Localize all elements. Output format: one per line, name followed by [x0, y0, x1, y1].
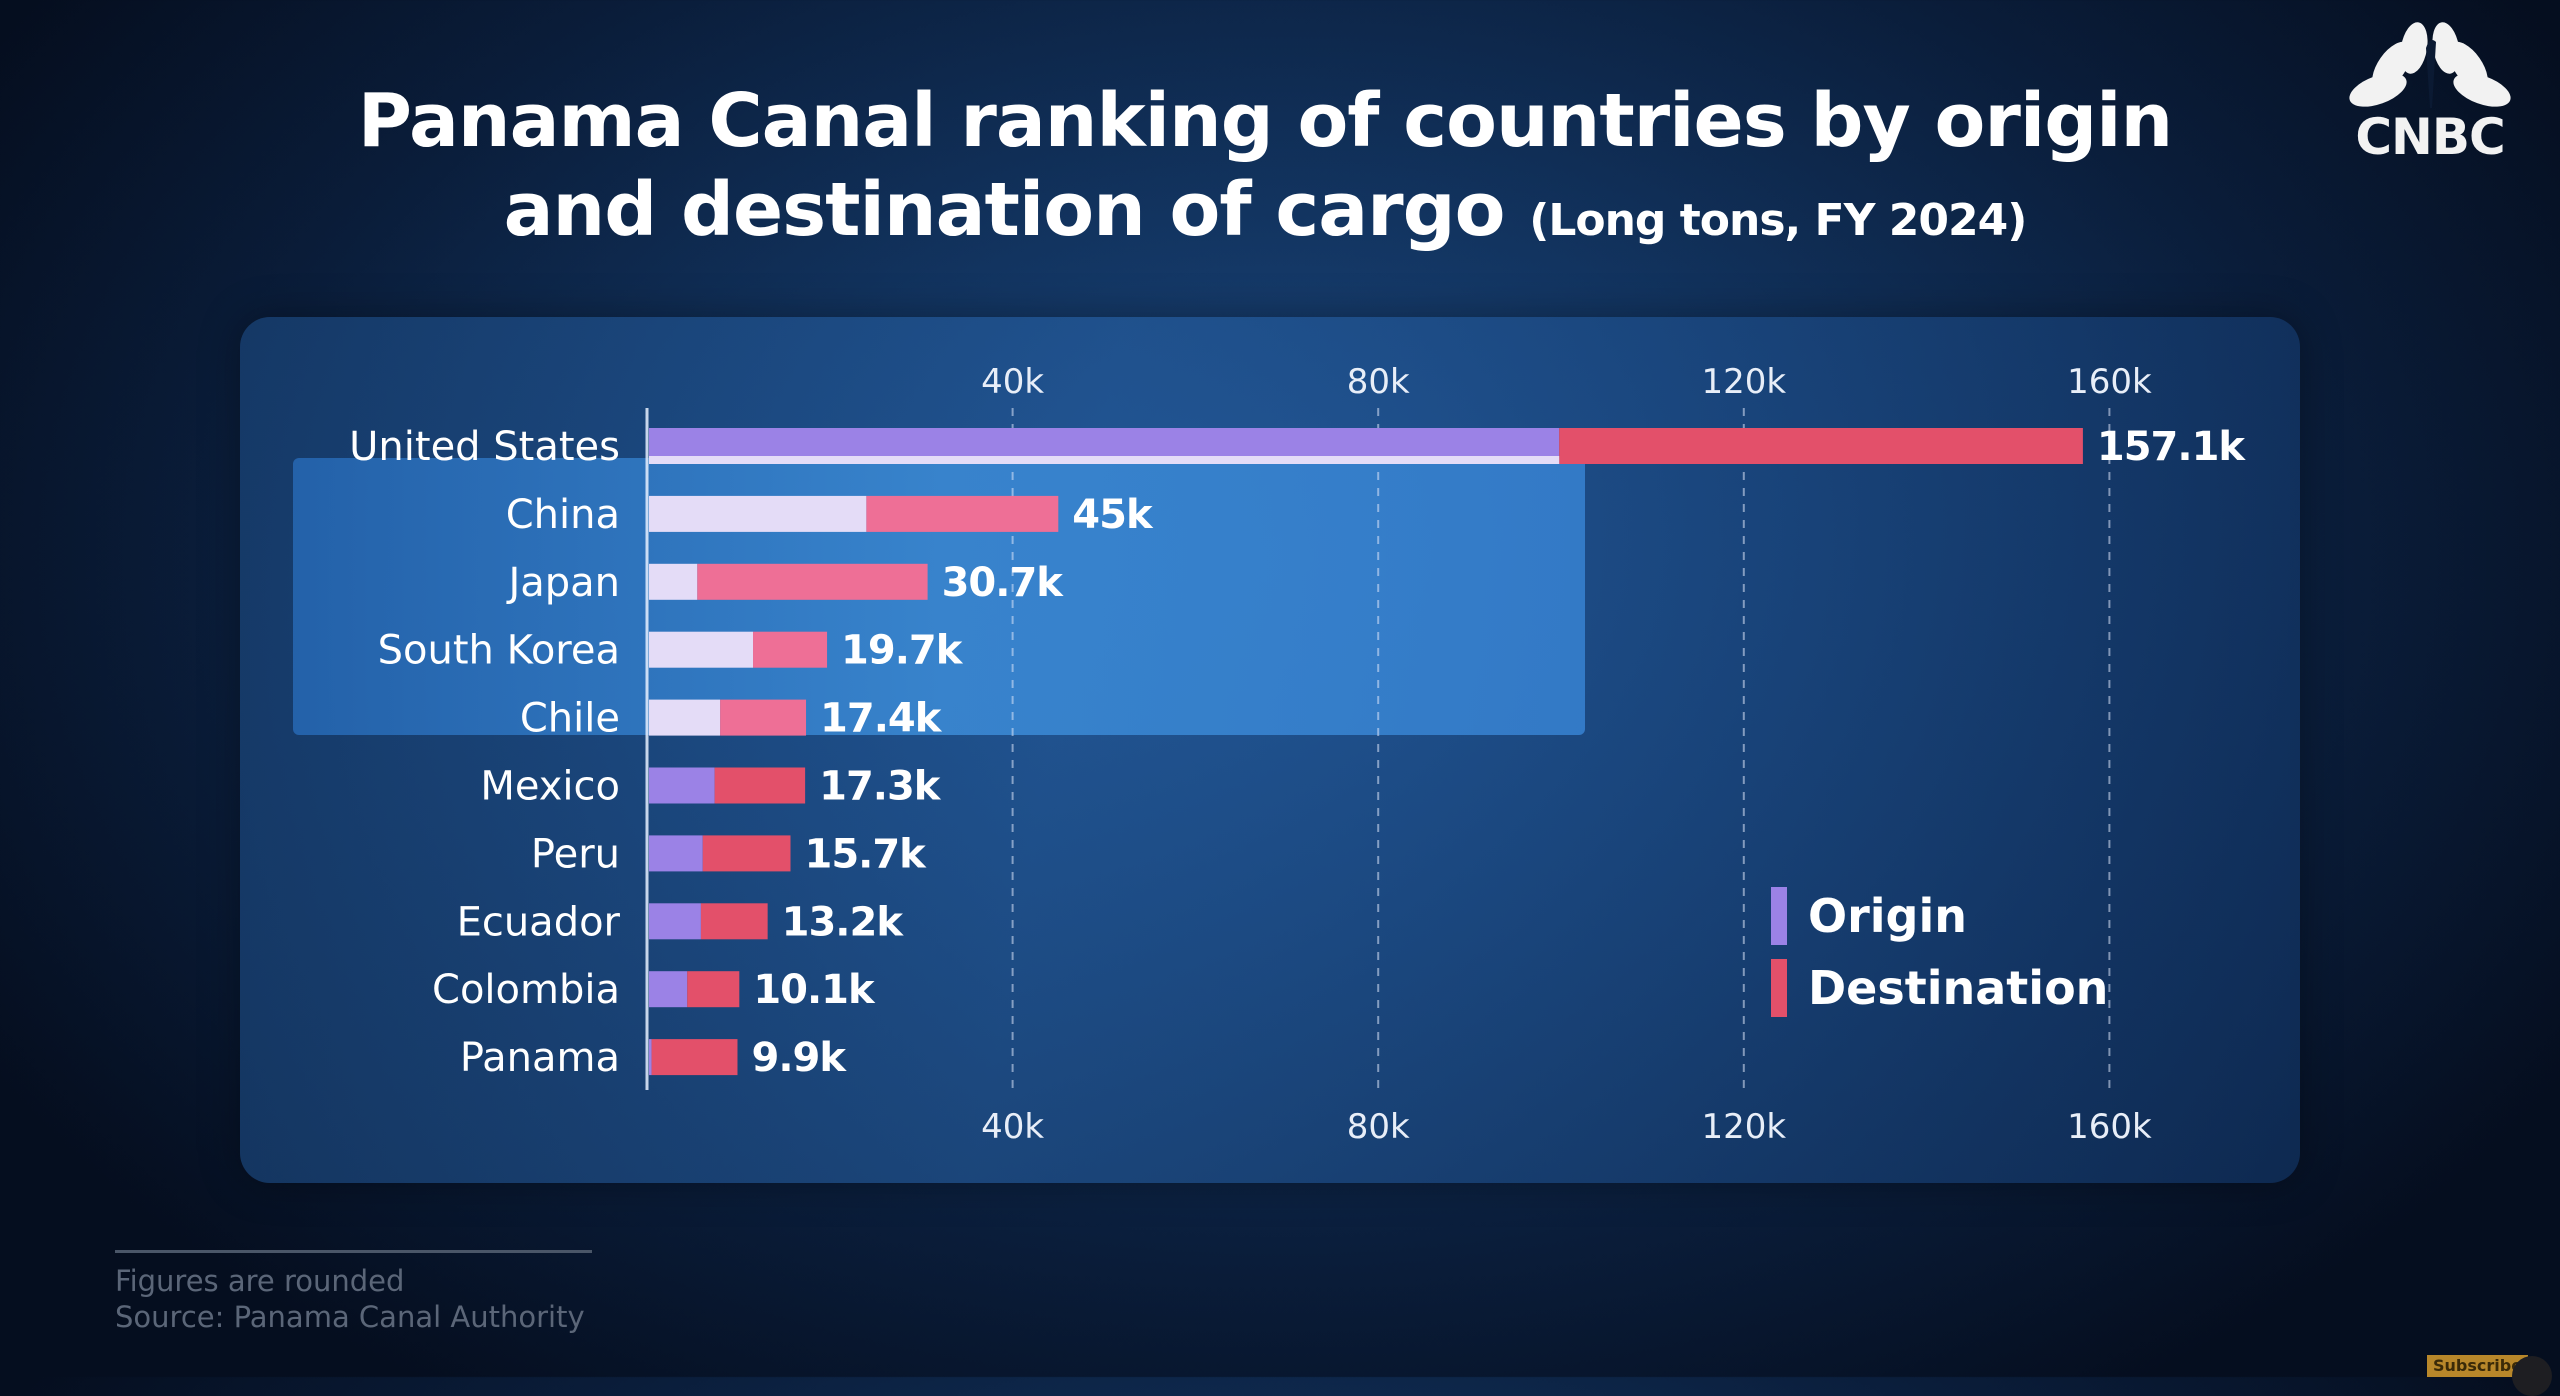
bar-destination-china	[866, 495, 1059, 532]
cnbc-wordmark: CNBC	[2355, 108, 2505, 166]
x-tick-label-bottom: 40k	[981, 1107, 1044, 1147]
x-tick-label-top: 160k	[2067, 362, 2152, 402]
chart-title-line-2: and destination of cargo (Long tons, FY …	[0, 167, 2530, 253]
value-label: 30.7k	[942, 560, 1065, 606]
category-label: China	[506, 492, 620, 538]
bar-destination-chile	[720, 699, 807, 736]
bar-destination-mexico	[714, 767, 806, 804]
value-label: 9.9k	[751, 1035, 847, 1081]
bar-destination-peru	[702, 835, 791, 872]
value-label: 19.7k	[841, 628, 964, 674]
category-label: Mexico	[480, 764, 620, 810]
bar-origin-chile	[649, 699, 721, 736]
subscribe-button[interactable]: Subscribe	[2427, 1355, 2528, 1377]
legend-swatch-origin	[1771, 887, 1787, 945]
category-label: Peru	[531, 831, 620, 877]
legend-label-origin: Origin	[1808, 889, 1967, 943]
value-label: 15.7k	[804, 831, 927, 877]
value-label: 17.3k	[819, 764, 942, 810]
channel-avatar[interactable]	[2512, 1356, 2552, 1396]
bar-destination-japan	[697, 563, 928, 600]
value-label: 13.2k	[782, 899, 905, 945]
bar-origin-south-korea	[649, 631, 754, 668]
bar-origin-china	[649, 495, 867, 532]
category-label: United States	[349, 424, 620, 470]
chart-title-line-1: Panama Canal ranking of countries by ori…	[357, 78, 2173, 164]
bar-origin-colombia	[649, 971, 688, 1008]
footer-note: Figures are rounded	[115, 1264, 405, 1298]
legend-swatch-destination	[1771, 959, 1787, 1017]
x-tick-label-bottom: 160k	[2067, 1107, 2152, 1147]
category-label: Colombia	[432, 967, 620, 1013]
x-tick-label-top: 120k	[1702, 362, 1787, 402]
bar-origin-mexico	[649, 767, 715, 804]
x-tick-label-bottom: 80k	[1347, 1107, 1410, 1147]
value-label: 157.1k	[2097, 424, 2247, 470]
value-label: 10.1k	[753, 967, 876, 1013]
bar-destination-colombia	[687, 971, 740, 1008]
bar-destination-united-states	[1559, 428, 2083, 464]
bar-origin-ecuador	[649, 903, 701, 940]
footer-divider	[115, 1250, 592, 1253]
bar-origin-peru	[649, 835, 703, 872]
bar-destination-south-korea	[753, 631, 828, 668]
bar-origin-japan	[649, 563, 698, 600]
chart-title-main: and destination of cargo	[503, 167, 1506, 253]
category-label: South Korea	[378, 628, 620, 674]
footer-source: Source: Panama Canal Authority	[115, 1300, 585, 1334]
value-label: 45k	[1072, 492, 1154, 538]
x-tick-label-top: 80k	[1347, 362, 1410, 402]
category-label: Panama	[460, 1035, 620, 1081]
value-label: 17.4k	[820, 696, 943, 742]
x-tick-label-top: 40k	[981, 362, 1044, 402]
peacock-icon	[2349, 22, 2511, 108]
category-label: Chile	[520, 696, 620, 742]
category-label: Ecuador	[457, 899, 621, 945]
bar-origin-underline	[649, 456, 1560, 464]
bar-origin-panama	[649, 1039, 652, 1076]
bar-destination-ecuador	[700, 903, 768, 940]
bar-destination-panama	[651, 1039, 738, 1076]
x-tick-label-bottom: 120k	[1702, 1107, 1787, 1147]
chart-subtitle: (Long tons, FY 2024)	[1529, 195, 2027, 246]
legend-label-destination: Destination	[1808, 961, 2108, 1015]
category-label: Japan	[505, 560, 620, 606]
cnbc-logo: CNBC	[2340, 18, 2520, 166]
